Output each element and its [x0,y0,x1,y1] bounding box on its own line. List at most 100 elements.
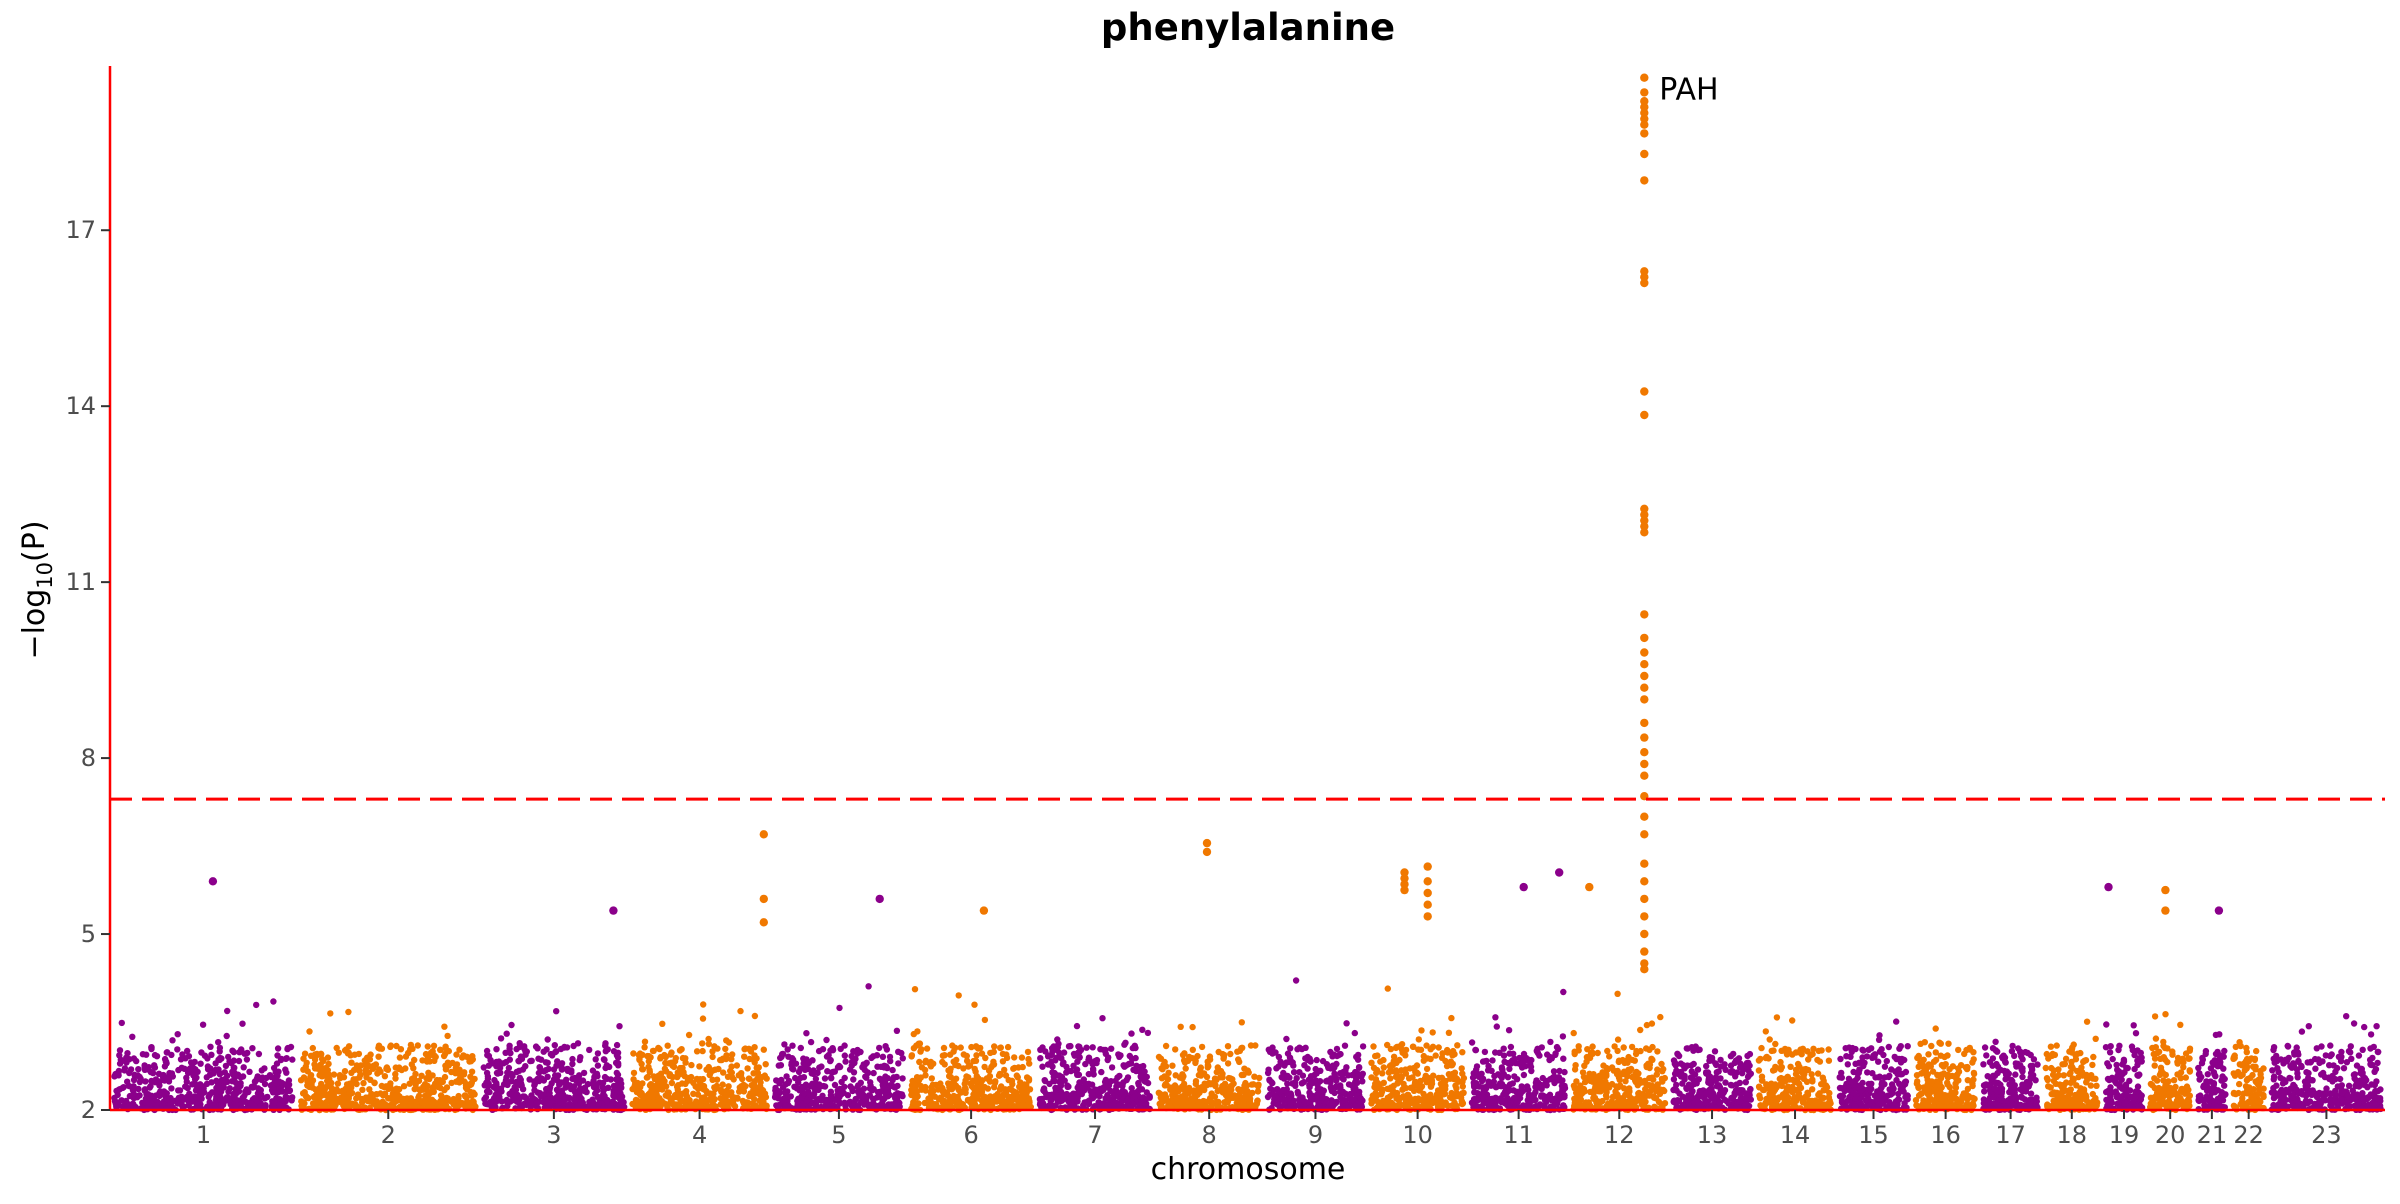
data-point [533,1099,541,1107]
data-point [1333,1045,1341,1053]
data-point [502,1049,509,1057]
chromosome-2-points [297,1008,479,1114]
data-point [429,1072,436,1079]
data-point [468,1092,475,1099]
data-point [1380,1056,1387,1064]
data-point [1518,1086,1525,1094]
data-point [921,1066,929,1074]
data-point [421,1100,428,1108]
data-point [728,1069,735,1076]
data-point [1451,1072,1458,1080]
data-point [1104,1056,1111,1064]
data-point [367,1076,374,1084]
data-point [274,1052,281,1059]
data-point [340,1099,348,1107]
data-point [892,1093,899,1101]
data-point [1555,1092,1563,1100]
data-point [1747,1070,1755,1077]
data-point [1488,1067,1495,1075]
data-point [1454,1042,1461,1049]
data-point [880,1083,887,1090]
data-point [324,1083,331,1090]
data-point [952,1061,959,1069]
data-point [433,1076,441,1084]
data-point [531,1087,538,1094]
data-point [1626,1088,1633,1095]
data-point [1286,1058,1293,1066]
data-point [1144,1029,1152,1037]
data-point [613,1052,621,1059]
data-point [688,1073,695,1081]
data-point [537,1092,544,1099]
data-point [131,1071,138,1079]
data-point [602,1042,609,1049]
data-point [230,1090,237,1098]
data-point [1137,1073,1144,1080]
data-point [1025,1103,1033,1110]
data-point [508,1091,515,1099]
data-point [1626,1100,1633,1108]
data-point [1352,1102,1359,1110]
data-point [1332,1074,1340,1081]
data-point [1343,1020,1350,1027]
data-point [1037,1055,1044,1062]
data-point [1573,1078,1580,1085]
data-point [638,1060,645,1068]
data-point [576,1072,583,1079]
data-point [928,1091,935,1098]
data-point [777,1077,785,1084]
data-point [836,1063,844,1071]
data-point [1313,1077,1320,1084]
data-point [1197,1064,1205,1071]
data-point [1459,1070,1466,1077]
data-point [1020,1085,1027,1092]
data-point [497,1085,505,1092]
data-point [570,1083,578,1090]
data-point [119,1084,126,1092]
data-point [607,1076,615,1083]
data-point [1123,1098,1131,1105]
data-point [503,1074,510,1081]
data-point [699,1040,706,1047]
data-point [184,1047,191,1055]
data-point [495,1063,502,1070]
data-point [1560,1055,1567,1062]
data-point [153,1053,161,1060]
data-point [356,1067,363,1074]
data-point [1359,1097,1366,1104]
data-point [909,1077,916,1085]
data-point [1673,1067,1680,1074]
data-point [1208,1090,1215,1097]
data-point [536,1064,543,1071]
data-point [795,1095,802,1103]
data-point [1135,1081,1143,1089]
data-point [133,1057,140,1065]
data-point [709,1102,716,1109]
data-point [387,1043,394,1051]
data-point [1194,1052,1201,1060]
data-point [329,1101,336,1108]
data-point [544,1036,551,1043]
data-point [908,1091,915,1099]
data-point [156,1078,163,1085]
data-point [997,1044,1004,1051]
data-point [1427,1083,1435,1090]
data-point [406,1080,413,1087]
data-point [468,1079,475,1086]
data-point [1172,1046,1179,1053]
data-point [1053,1046,1061,1054]
data-point [1108,1064,1116,1071]
data-point [852,1055,859,1063]
data-point [879,1053,887,1061]
data-point [682,1055,689,1062]
data-point [681,1072,688,1080]
data-point [922,1057,930,1065]
data-point [755,1089,762,1097]
data-point [781,1089,789,1096]
data-point [359,1086,366,1094]
data-point [1070,1090,1077,1097]
data-point [827,1056,834,1064]
data-point [360,1079,367,1087]
data-point [1683,1045,1691,1052]
data-point [1402,1084,1410,1092]
